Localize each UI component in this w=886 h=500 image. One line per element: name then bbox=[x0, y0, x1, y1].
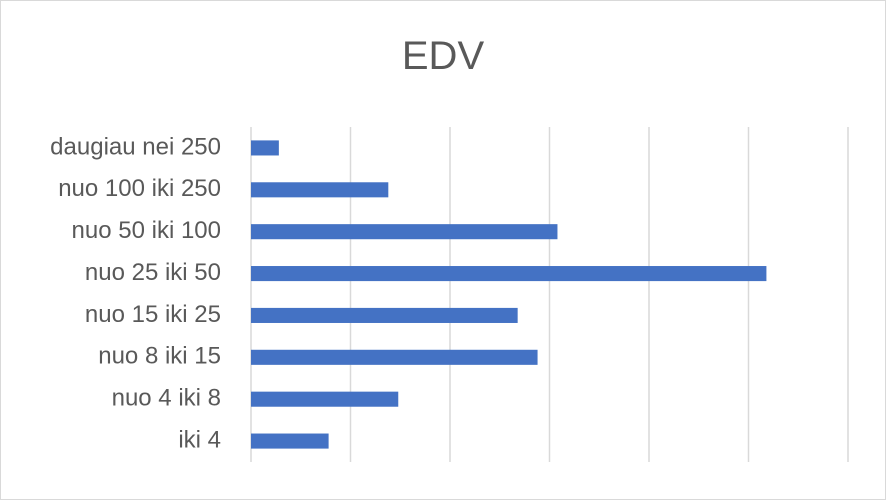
bar bbox=[251, 349, 538, 365]
bar bbox=[251, 307, 518, 323]
bar bbox=[251, 140, 279, 156]
category-label: nuo 8 iki 15 bbox=[98, 343, 221, 370]
category-label: nuo 15 iki 25 bbox=[85, 301, 221, 328]
bar bbox=[251, 391, 399, 407]
bar bbox=[251, 266, 767, 282]
category-label: nuo 4 iki 8 bbox=[112, 385, 221, 412]
category-label: iki 4 bbox=[178, 426, 221, 453]
chart-title: EDV bbox=[401, 34, 485, 78]
category-label: nuo 25 iki 50 bbox=[85, 259, 221, 286]
category-label: nuo 50 iki 100 bbox=[72, 217, 221, 244]
gridlines bbox=[250, 127, 849, 462]
category-labels: daugiau nei 250 nuo 100 iki 250 nuo 50 iki… bbox=[50, 133, 221, 453]
category-label: nuo 100 iki 250 bbox=[58, 175, 221, 202]
bar bbox=[251, 224, 558, 240]
category-label: daugiau nei 250 bbox=[50, 133, 221, 160]
bars bbox=[251, 140, 767, 449]
bar bbox=[251, 433, 329, 449]
bar bbox=[251, 182, 389, 198]
